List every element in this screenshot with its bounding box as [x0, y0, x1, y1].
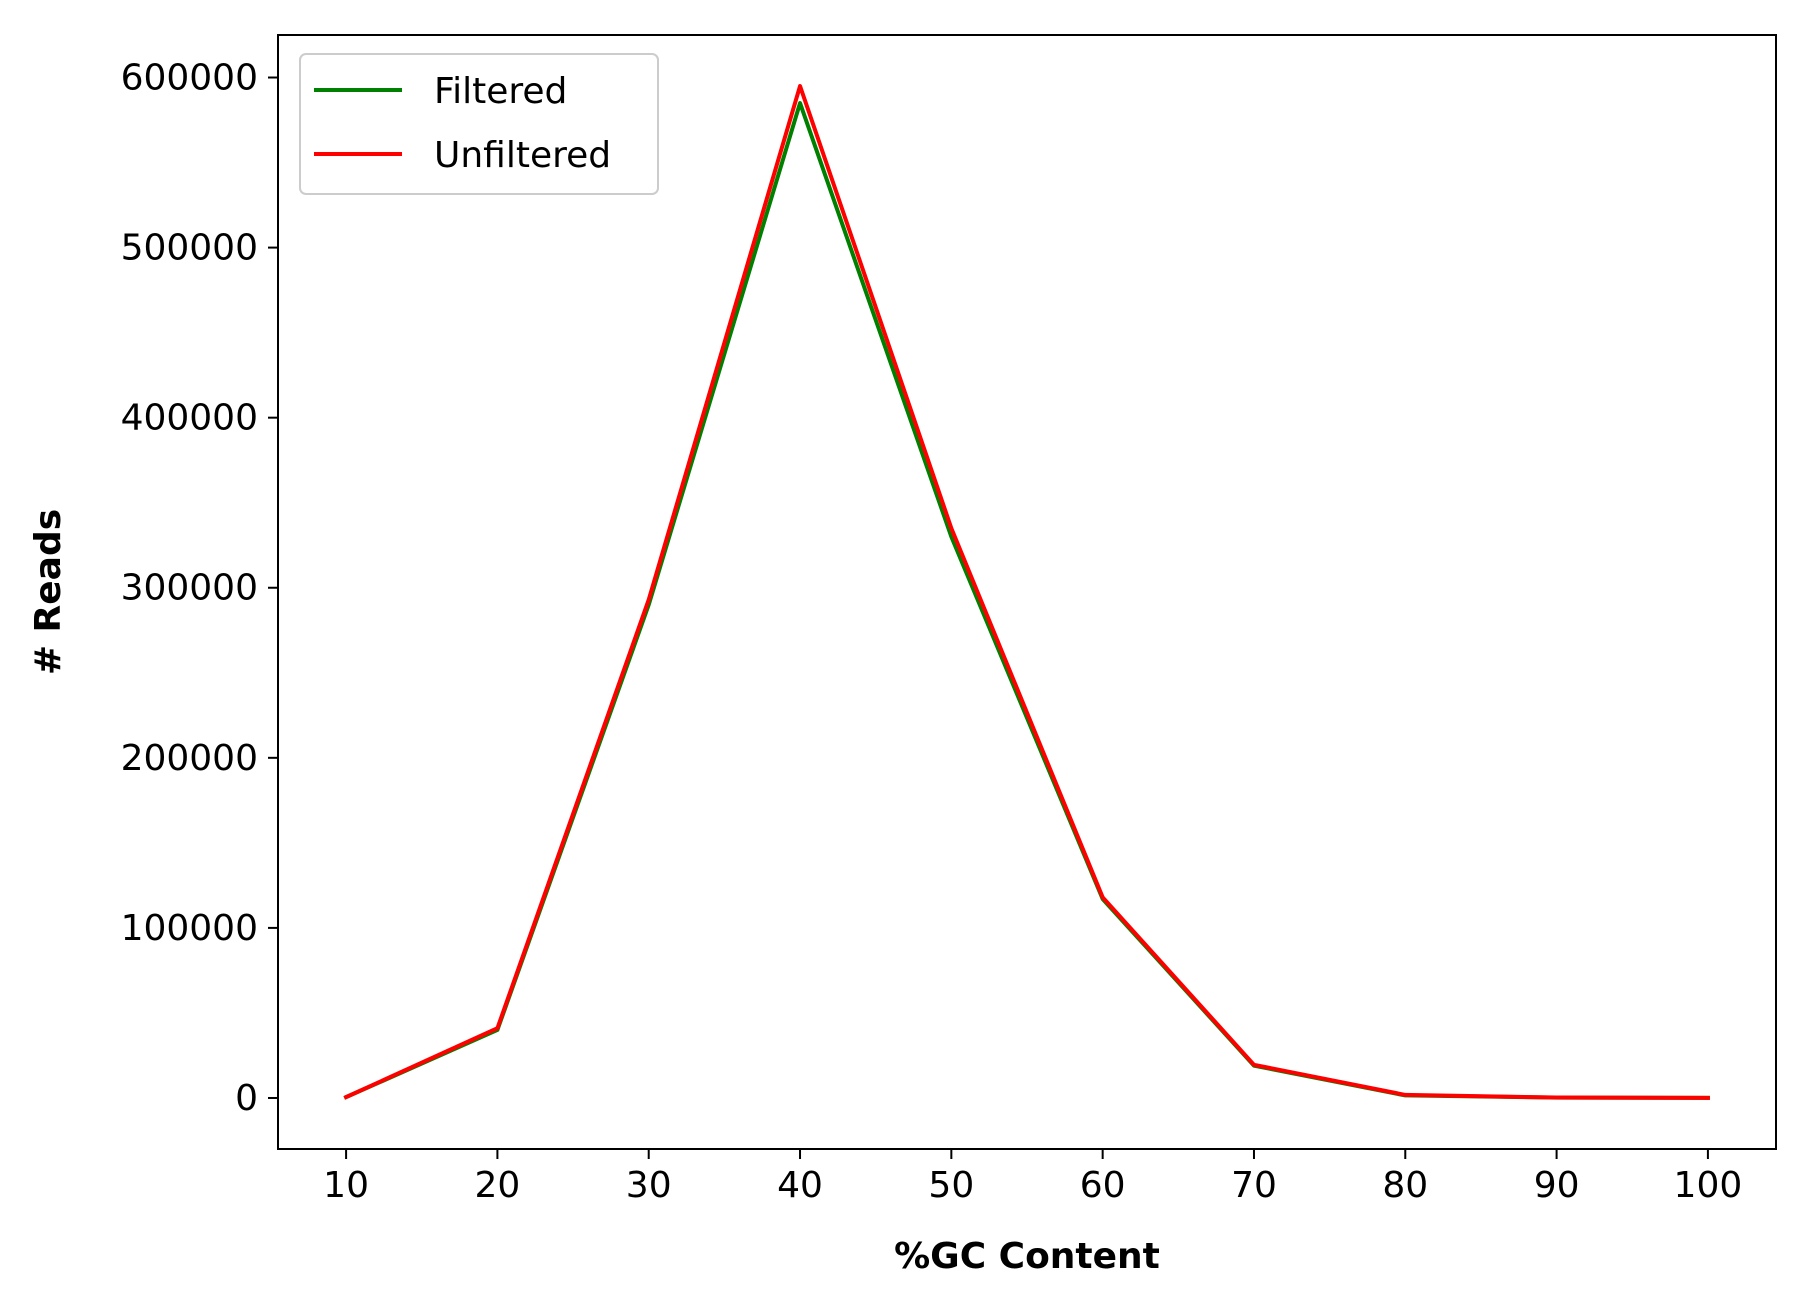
- series-line-unfiltered: [343, 84, 1710, 1100]
- plot-area: [343, 84, 1710, 1100]
- legend-label-unfiltered: Unfiltered: [434, 135, 611, 176]
- y-tick-label: 0: [235, 1078, 258, 1119]
- x-tick-label: 60: [1080, 1165, 1126, 1206]
- x-tick-label: 80: [1382, 1165, 1428, 1206]
- y-tick-label: 200000: [121, 738, 258, 779]
- x-tick-label: 20: [474, 1165, 520, 1206]
- y-tick-label: 100000: [121, 908, 258, 949]
- y-tick-label: 500000: [121, 228, 258, 269]
- x-tick-label: 30: [626, 1165, 672, 1206]
- x-tick-label: 10: [323, 1165, 369, 1206]
- x-tick-label: 100: [1674, 1165, 1743, 1206]
- y-tick-label: 400000: [121, 398, 258, 439]
- y-axis-title: # Reads: [28, 509, 69, 675]
- y-tick-label: 300000: [121, 568, 258, 609]
- x-tick-label: 50: [928, 1165, 974, 1206]
- x-tick-label: 70: [1231, 1165, 1277, 1206]
- axes-frame: [277, 34, 1777, 1150]
- x-axis-title: %GC Content: [894, 1236, 1160, 1277]
- x-tick-label: 90: [1534, 1165, 1580, 1206]
- legend-label-filtered: Filtered: [434, 71, 567, 112]
- y-axis-ticks: 0 100000 200000 300000 400000 500000 600000: [121, 58, 278, 1119]
- y-tick-label: 600000: [121, 58, 258, 99]
- x-axis-ticks: 10 20 30 40 50 60 70 80 90 100: [323, 1149, 1742, 1206]
- x-tick-label: 40: [777, 1165, 823, 1206]
- legend: Filtered Unfiltered: [299, 53, 659, 195]
